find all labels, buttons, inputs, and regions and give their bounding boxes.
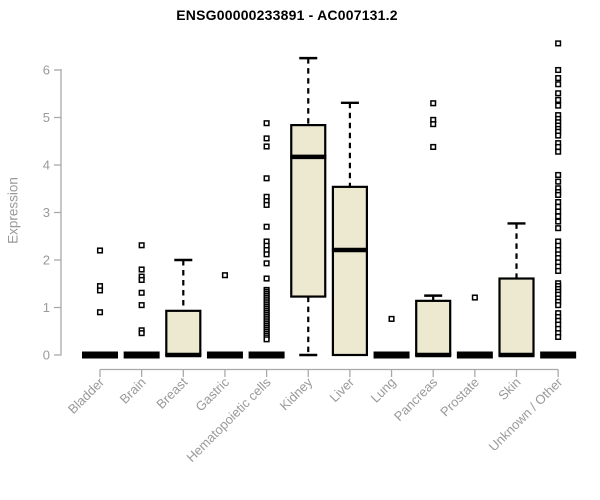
outlier-point [263, 275, 270, 282]
outlier-point [555, 75, 562, 82]
y-tick-label: 4 [43, 158, 50, 173]
collapsed-box-1 [123, 351, 160, 359]
outlier-point [555, 171, 562, 179]
outlier-point [263, 120, 270, 127]
collapsed-box-3 [206, 351, 243, 359]
y-tick-label: 1 [43, 300, 50, 315]
outlier-point [221, 272, 228, 279]
x-category-label: Lung [368, 375, 399, 406]
outlier-point [555, 267, 562, 274]
y-tick-label: 3 [43, 205, 50, 220]
outlier-point [96, 287, 104, 294]
x-category-label: Unknown / Other [486, 374, 566, 454]
outlier-point [138, 330, 145, 337]
outlier-point [138, 289, 145, 296]
x-category-label: Prostate [437, 375, 482, 420]
collapsed-box-0 [82, 351, 118, 359]
outlier-point [555, 143, 562, 150]
outlier-point [263, 260, 270, 267]
outlier-point [430, 100, 437, 107]
outlier-point [96, 309, 104, 316]
outlier-point [555, 218, 562, 225]
outlier-point [388, 315, 395, 322]
y-tick-label: 0 [43, 348, 50, 363]
outlier-point [555, 102, 562, 109]
outlier-point [555, 81, 562, 88]
outlier-point [263, 251, 270, 258]
x-category-label: Breast [153, 374, 190, 411]
outlier-point [263, 143, 270, 150]
outlier-point [430, 121, 437, 128]
box-6 [331, 185, 368, 357]
outlier-point [555, 178, 562, 185]
outlier-point [555, 148, 562, 155]
x-category-label: Kidney [277, 374, 316, 413]
x-category-label: Brain [117, 375, 149, 407]
x-category-label: Skin [495, 375, 523, 403]
y-tick-label: 6 [43, 63, 50, 78]
outlier-point [555, 302, 562, 309]
x-category-label: Liver [326, 374, 357, 405]
y-tick-label: 2 [43, 253, 50, 268]
collapsed-box-11 [540, 351, 577, 359]
outlier-point [138, 302, 145, 309]
outlier-point [263, 201, 270, 208]
outlier-point [555, 199, 562, 206]
box-10 [498, 277, 535, 357]
outlier-point [555, 66, 562, 74]
outlier-point [263, 223, 270, 230]
outlier-point [138, 276, 145, 283]
collapsed-box-9 [456, 351, 493, 359]
outlier-point [555, 40, 562, 47]
x-category-label: Pancreas [391, 374, 441, 424]
outlier-point [263, 175, 270, 182]
outlier-point [555, 191, 562, 198]
outlier-point [555, 203, 562, 210]
outlier-point [471, 294, 478, 301]
outlier-point [555, 96, 562, 103]
x-category-label: Bladder [65, 374, 108, 417]
outlier-point [555, 208, 562, 215]
y-tick-label: 5 [43, 110, 50, 125]
outlier-point [96, 247, 104, 254]
outlier-point [555, 213, 562, 220]
outlier-point [263, 336, 270, 343]
collapsed-box-4 [248, 351, 285, 359]
outlier-point [555, 333, 562, 340]
outlier-point [555, 90, 562, 97]
outlier-point [430, 143, 437, 150]
outlier-point [555, 132, 562, 139]
box-2 [165, 309, 202, 357]
outlier-point [138, 266, 145, 273]
box-5 [290, 123, 327, 298]
collapsed-box-7 [373, 351, 410, 359]
x-category-label: Gastric [192, 374, 232, 414]
chart-title: ENSG00000233891 - AC007131.2 [176, 7, 398, 23]
outlier-point [263, 135, 270, 142]
outlier-point [138, 242, 145, 249]
box-8 [415, 299, 452, 357]
outlier-point [555, 225, 562, 232]
